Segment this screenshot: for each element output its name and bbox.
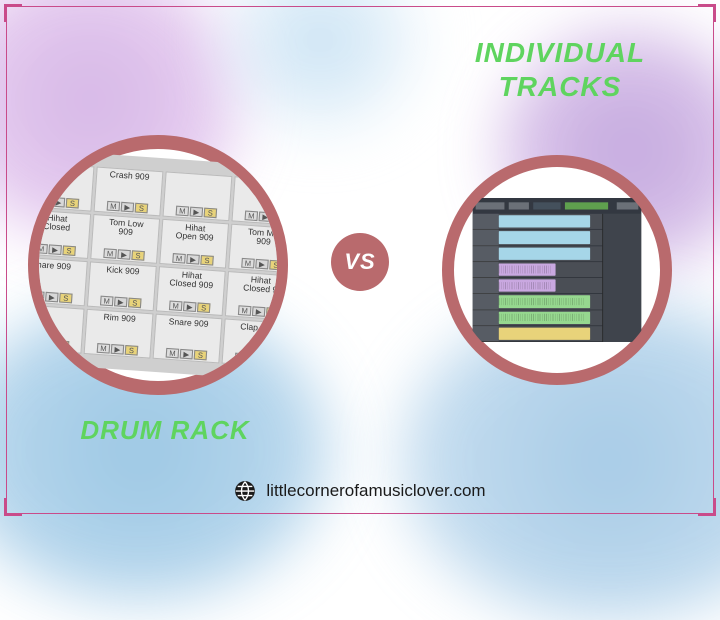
right-title: INDIVIDUAL TRACKS	[430, 36, 690, 103]
track-row	[499, 246, 603, 262]
drum-pad: Crash 909M▶S	[94, 167, 164, 217]
drum-pad: Snare 909M▶S	[153, 314, 223, 364]
footer-url: littlecornerofamusiclover.com	[266, 481, 485, 501]
drum-pad: M▶S	[39, 304, 85, 354]
drum-pad: Hihat Closed 909M▶S	[156, 266, 226, 316]
drum-rack-preview: Crash 909M▶SCrash 909M▶SM▶SM▶SHihat Clos…	[39, 146, 277, 384]
left-title: DRUM RACK	[40, 415, 290, 446]
track-row	[499, 310, 603, 326]
track-row	[499, 262, 603, 278]
globe-icon	[234, 480, 256, 502]
drum-pad: Clap 909M▶S	[221, 318, 277, 368]
drum-pad: Kick 909M▶S	[87, 261, 157, 311]
drum-pad: M▶S	[231, 176, 277, 226]
drum-pad: Hihat Open 909M▶S	[159, 219, 229, 269]
vs-badge: VS	[331, 233, 389, 291]
track-row	[499, 230, 603, 246]
drum-pad: M▶S	[162, 171, 232, 221]
drum-pad: Rim 909M▶S	[84, 309, 154, 359]
drum-pad: Crash 909M▶S	[39, 162, 95, 212]
footer: littlecornerofamusiclover.com	[0, 480, 720, 502]
drum-pad: Hihat ClosedM▶S	[39, 209, 91, 259]
track-row	[499, 294, 603, 310]
right-circle	[442, 155, 672, 385]
drum-pad: Hihat Closed 9M▶S	[225, 271, 277, 321]
track-row	[499, 326, 603, 342]
track-row	[499, 214, 603, 230]
left-circle: Crash 909M▶SCrash 909M▶SM▶SM▶SHihat Clos…	[28, 135, 288, 395]
track-row	[499, 278, 603, 294]
drum-pad: nare 909M▶S	[39, 257, 88, 307]
drum-pad: Tom Mid 909M▶S	[228, 224, 277, 274]
drum-pad: Tom Low 909M▶S	[90, 214, 160, 264]
